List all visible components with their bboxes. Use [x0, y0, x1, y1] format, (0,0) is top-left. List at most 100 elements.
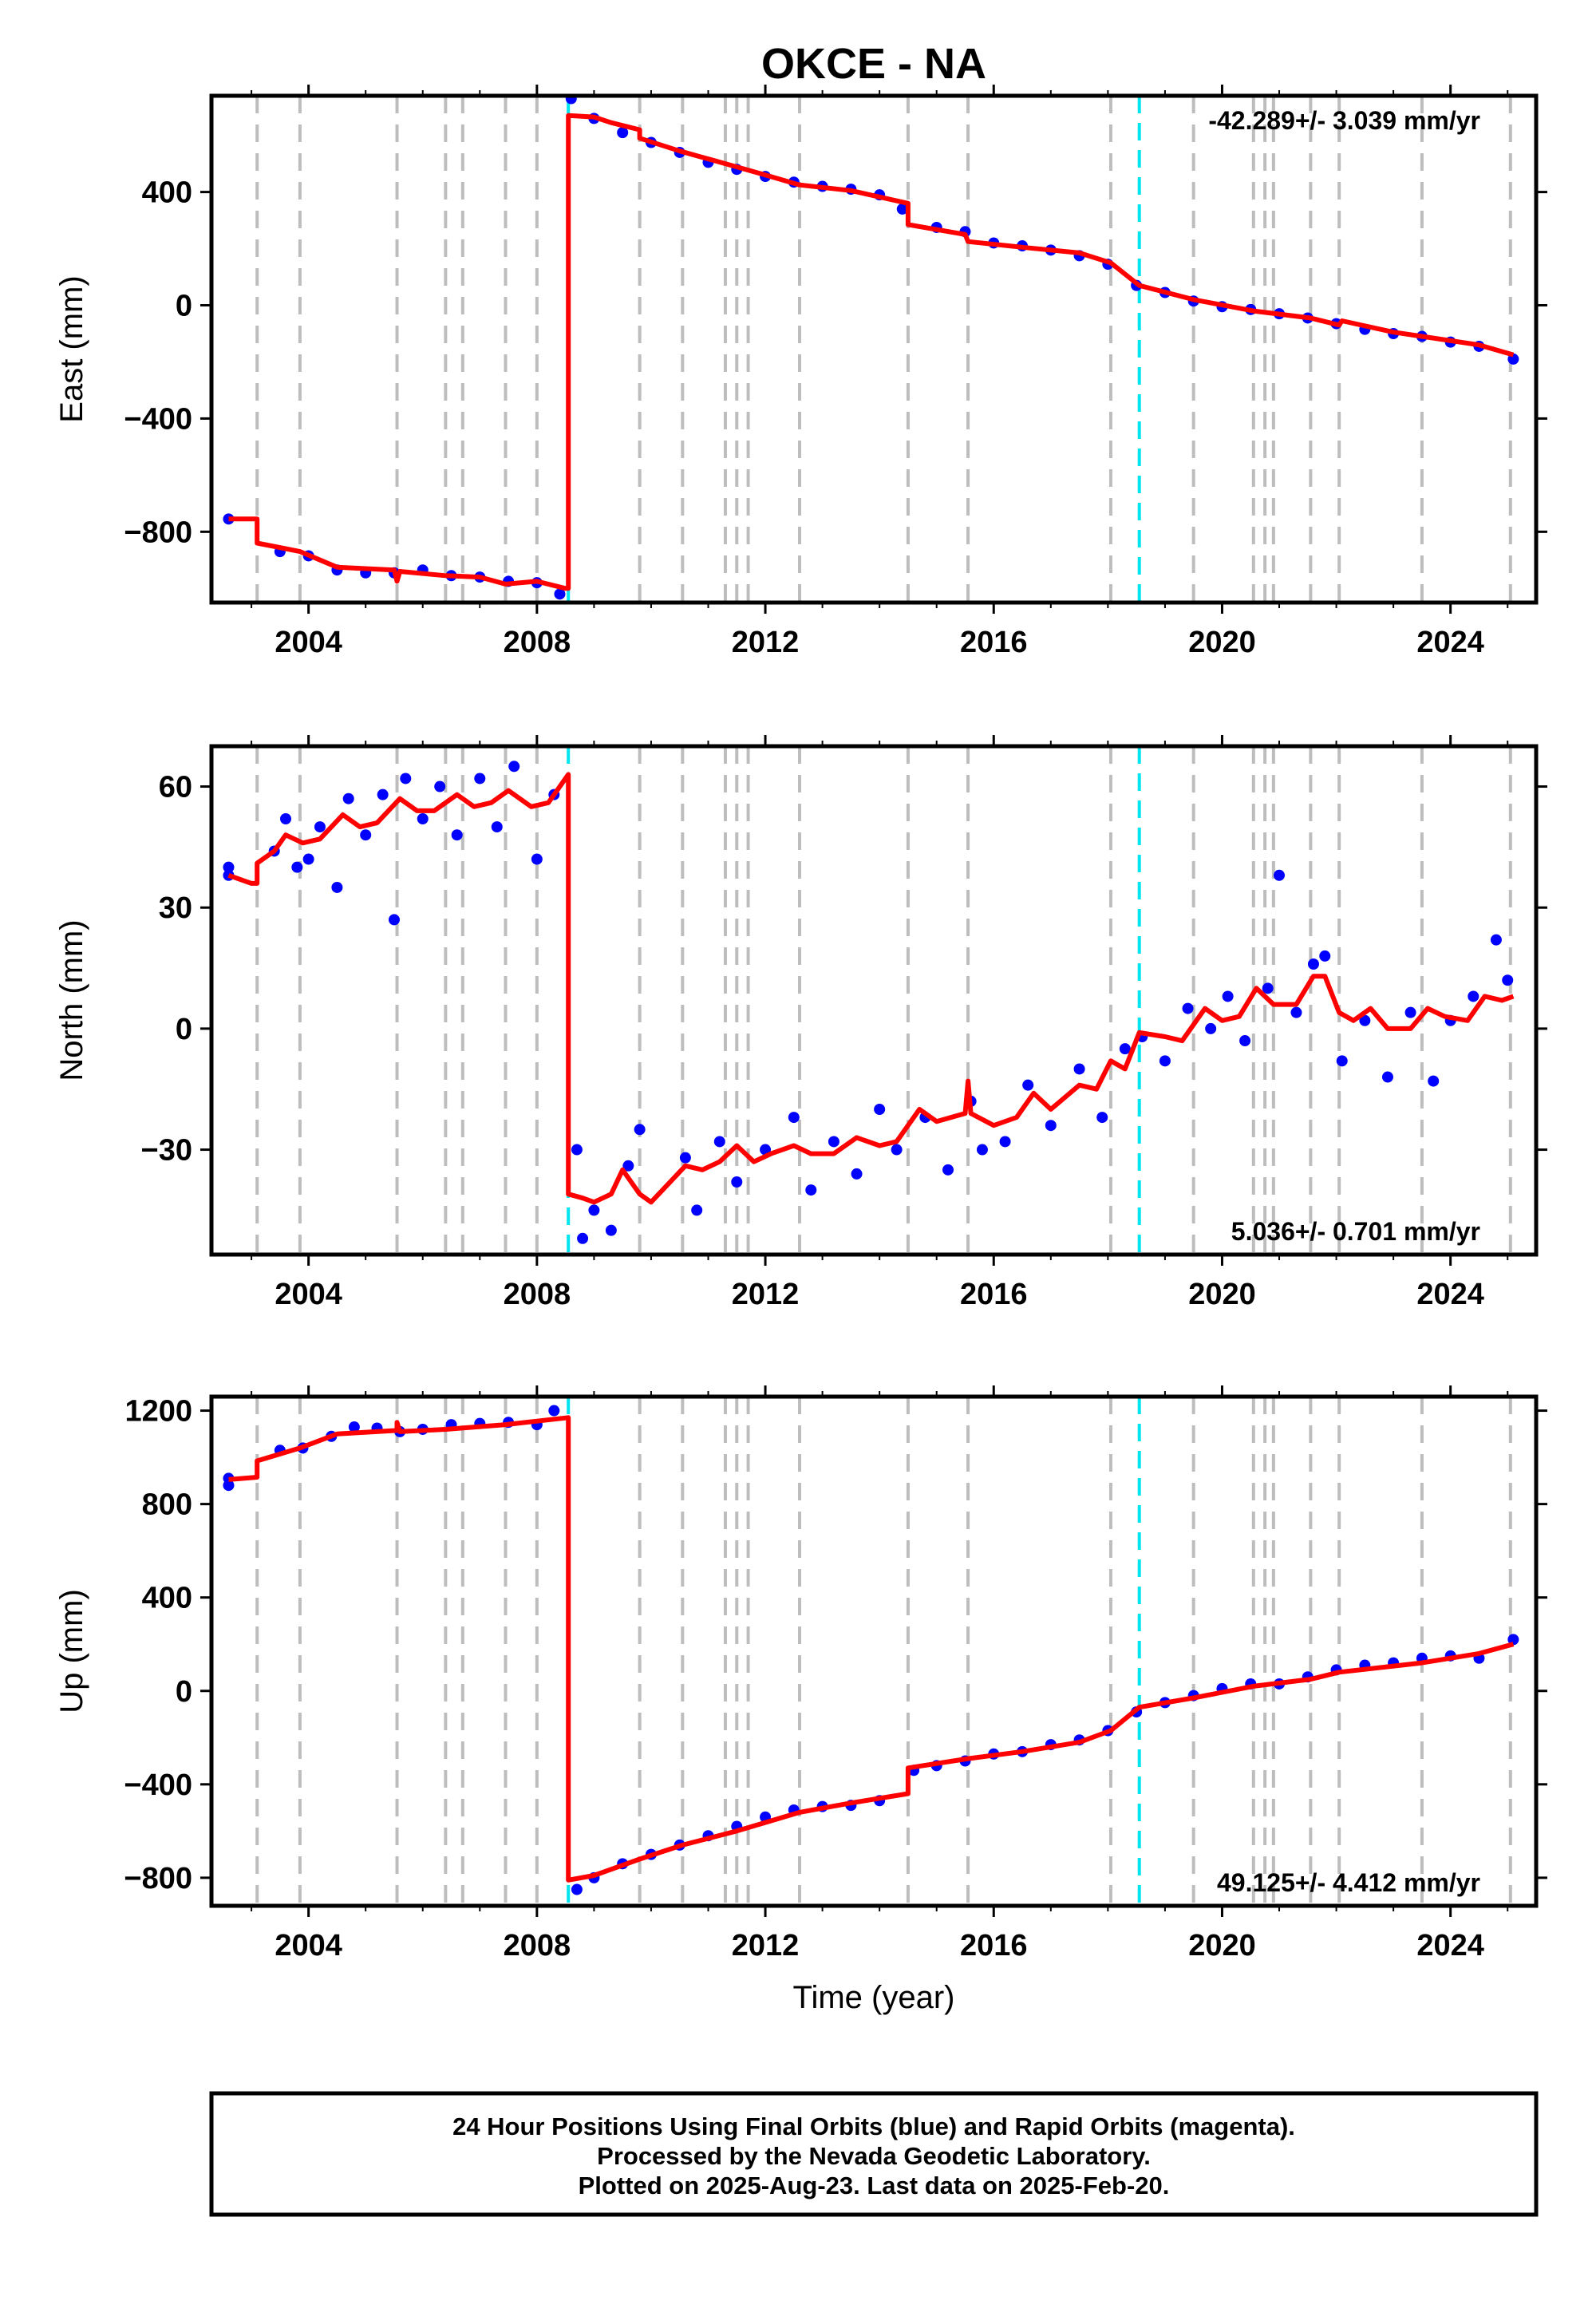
north-model-line: [227, 772, 1515, 1205]
north-data-point: [788, 1112, 800, 1124]
east-data-point: [223, 513, 235, 525]
north-x-tick-label: 2016: [960, 1278, 1028, 1311]
north-data-point: [291, 861, 303, 873]
up-data-point: [1507, 1634, 1519, 1646]
north-data-point: [1022, 1079, 1034, 1091]
north-data-point: [377, 788, 389, 800]
north-data-point: [531, 853, 543, 865]
up-x-tick-label: 2016: [960, 1929, 1028, 1962]
up-x-tick-label: 2024: [1416, 1929, 1484, 1962]
north-data-point: [1336, 1055, 1348, 1067]
up-data-point: [348, 1421, 360, 1433]
north-data-point: [1319, 950, 1331, 962]
north-data-point: [342, 792, 354, 804]
north-data-point: [1502, 974, 1514, 986]
north-data-point: [691, 1204, 703, 1216]
north-data-point: [508, 761, 520, 773]
east-y-tick-label: 400: [142, 176, 192, 210]
footer-line-2: Processed by the Nevada Geodetic Laborat…: [597, 2142, 1151, 2170]
north-data-point: [679, 1152, 691, 1164]
north-data-point: [1428, 1075, 1440, 1087]
north-x-tick-label: 2020: [1188, 1278, 1256, 1311]
up-y-tick-label: 800: [142, 1488, 192, 1522]
north-data-point: [713, 1136, 725, 1148]
north-data-point: [805, 1184, 817, 1196]
north-data-point: [571, 1144, 583, 1156]
north-data-point: [1490, 934, 1502, 946]
north-data-point: [451, 829, 463, 841]
north-data-point: [434, 781, 446, 792]
north-data-point: [417, 813, 429, 824]
east-model-line: [228, 113, 1515, 591]
x-axis-label: Time (year): [793, 1980, 955, 2015]
north-data-point: [1262, 982, 1274, 994]
north-data-point: [634, 1124, 646, 1136]
north-data-point: [331, 881, 343, 893]
north-data-point: [577, 1232, 589, 1244]
north-data-point: [1468, 990, 1479, 1002]
east-data-point: [565, 96, 577, 105]
north-data-point: [1307, 958, 1319, 970]
north-x-tick-label: 2012: [732, 1278, 800, 1311]
north-data-point: [1205, 1022, 1217, 1034]
east-x-tick-label: 2016: [960, 626, 1028, 659]
footer-line-3: Plotted on 2025-Aug-23. Last data on 202…: [579, 2172, 1170, 2199]
east-x-tick-label: 2012: [732, 626, 800, 659]
north-data-point: [976, 1144, 988, 1156]
up-rate-label: 49.125+/- 4.412 mm/yr: [1217, 1868, 1480, 1897]
north-data-point: [302, 853, 314, 865]
north-y-tick-label: 0: [176, 1013, 192, 1046]
north-x-tick-label: 2024: [1416, 1278, 1484, 1311]
north-data-point: [314, 821, 326, 833]
north-y-axis-label: North (mm): [54, 919, 89, 1081]
north-data-point: [605, 1224, 617, 1236]
north-rate-label: 5.036+/- 0.701 mm/yr: [1231, 1217, 1480, 1246]
chart-title: OKCE - NA: [761, 40, 986, 88]
up-y-axis-label: Up (mm): [54, 1589, 89, 1713]
north-data-point: [1119, 1043, 1131, 1055]
east-y-tick-label: −400: [124, 402, 192, 436]
north-data-point: [999, 1136, 1011, 1148]
footer-box: 24 Hour Positions Using Final Orbits (bl…: [209, 2091, 1539, 2217]
up-x-tick-label: 2012: [732, 1929, 800, 1962]
east-data-point: [554, 588, 566, 600]
north-data-point: [388, 914, 400, 926]
north-y-tick-label: 60: [159, 771, 192, 804]
east-x-tick-label: 2008: [504, 626, 571, 659]
north-data-point: [851, 1168, 863, 1180]
east-x-tick-label: 2024: [1416, 626, 1484, 659]
north-data-point: [223, 861, 235, 873]
up-panel: 2004 2008 2012 2016 2020 2024 −800 −400 0 400 800 1…: [54, 1385, 1547, 1962]
north-data-point: [474, 773, 486, 785]
up-y-tick-label: 1200: [124, 1395, 192, 1429]
north-data-point: [360, 829, 372, 841]
up-frame: [209, 1394, 1539, 1908]
north-y-tick-label: −30: [141, 1134, 192, 1168]
north-data-point: [1359, 1014, 1371, 1026]
north-data-point: [622, 1160, 634, 1172]
north-data-point: [828, 1136, 839, 1148]
north-data-point: [1045, 1120, 1057, 1132]
north-data-point: [1239, 1035, 1251, 1047]
north-data-point: [400, 773, 412, 785]
east-data-point: [617, 127, 629, 139]
north-data-point: [1159, 1055, 1171, 1067]
footer-line-1: 24 Hour Positions Using Final Orbits (bl…: [452, 2112, 1295, 2140]
up-model-line: [228, 1415, 1515, 1883]
east-x-tick-label: 2004: [275, 626, 342, 659]
north-data-point: [891, 1144, 903, 1156]
east-frame: [209, 93, 1539, 605]
north-data-point: [1222, 990, 1234, 1002]
north-x-tick-label: 2008: [504, 1278, 571, 1311]
up-y-tick-label: −800: [124, 1862, 192, 1895]
north-data-point: [942, 1164, 954, 1176]
up-x-tick-label: 2020: [1188, 1929, 1256, 1962]
up-y-tick-label: −400: [124, 1769, 192, 1802]
up-x-tick-label: 2004: [275, 1929, 342, 1962]
north-data-point: [1274, 869, 1286, 881]
north-data-point: [731, 1176, 743, 1188]
east-y-axis-label: East (mm): [54, 275, 89, 422]
up-y-tick-label: 0: [176, 1675, 192, 1709]
north-panel: 2004 2008 2012 2016 2020 2024 −30 0 30 60 North (m…: [54, 735, 1547, 1311]
